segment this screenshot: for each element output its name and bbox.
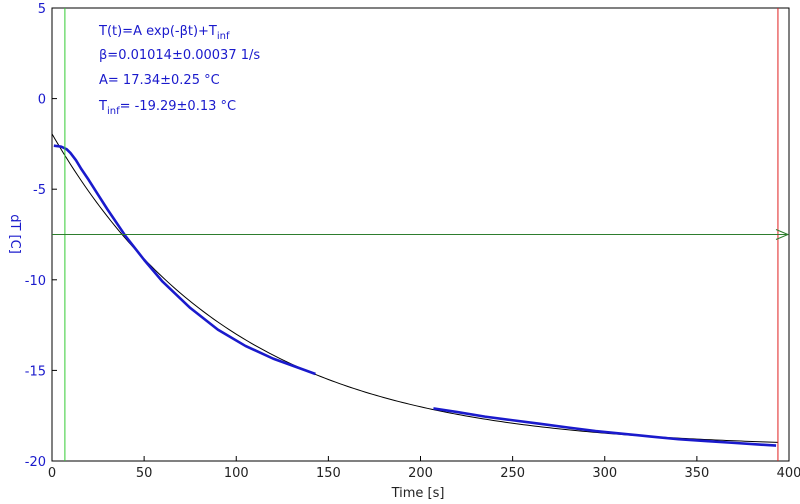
annotation-line-4: Tinf= -19.29±0.13 °C — [98, 99, 236, 117]
y-axis-label: dT [C] — [7, 214, 22, 254]
x-tick-label: 250 — [500, 466, 525, 481]
arrow-right-icon — [775, 229, 790, 240]
markers-layer — [52, 8, 790, 461]
y-tick-label: 5 — [38, 2, 46, 17]
x-tick-label: 50 — [136, 466, 153, 481]
x-tick-label: 200 — [408, 466, 433, 481]
y-tick-label: -10 — [25, 274, 46, 289]
annotation-line-2: β=0.01014±0.00037 1/s — [99, 48, 260, 63]
x-tick-label: 400 — [777, 466, 800, 481]
x-axis-label: Time [s] — [391, 486, 445, 501]
x-tick-label: 350 — [684, 466, 709, 481]
y-tick-label: 0 — [38, 93, 46, 108]
x-tick-label: 300 — [592, 466, 617, 481]
fit-annotation: T(t)=A exp(-βt)+Tinf β=0.01014±0.00037 1… — [98, 24, 260, 117]
annotation-line-3: A= 17.34±0.25 °C — [99, 73, 220, 88]
x-tick-label: 0 — [48, 466, 56, 481]
annotation-line-1: T(t)=A exp(-βt)+Tinf — [98, 24, 230, 42]
y-tick-label: -15 — [25, 364, 46, 379]
x-tick-label: 100 — [224, 466, 249, 481]
measured-series — [53, 144, 316, 376]
measured-series — [433, 407, 777, 447]
y-tick-label: -5 — [33, 183, 46, 198]
y-tick-label: -20 — [25, 455, 46, 470]
x-tick-label: 150 — [316, 466, 341, 481]
series-layer — [51, 133, 778, 447]
